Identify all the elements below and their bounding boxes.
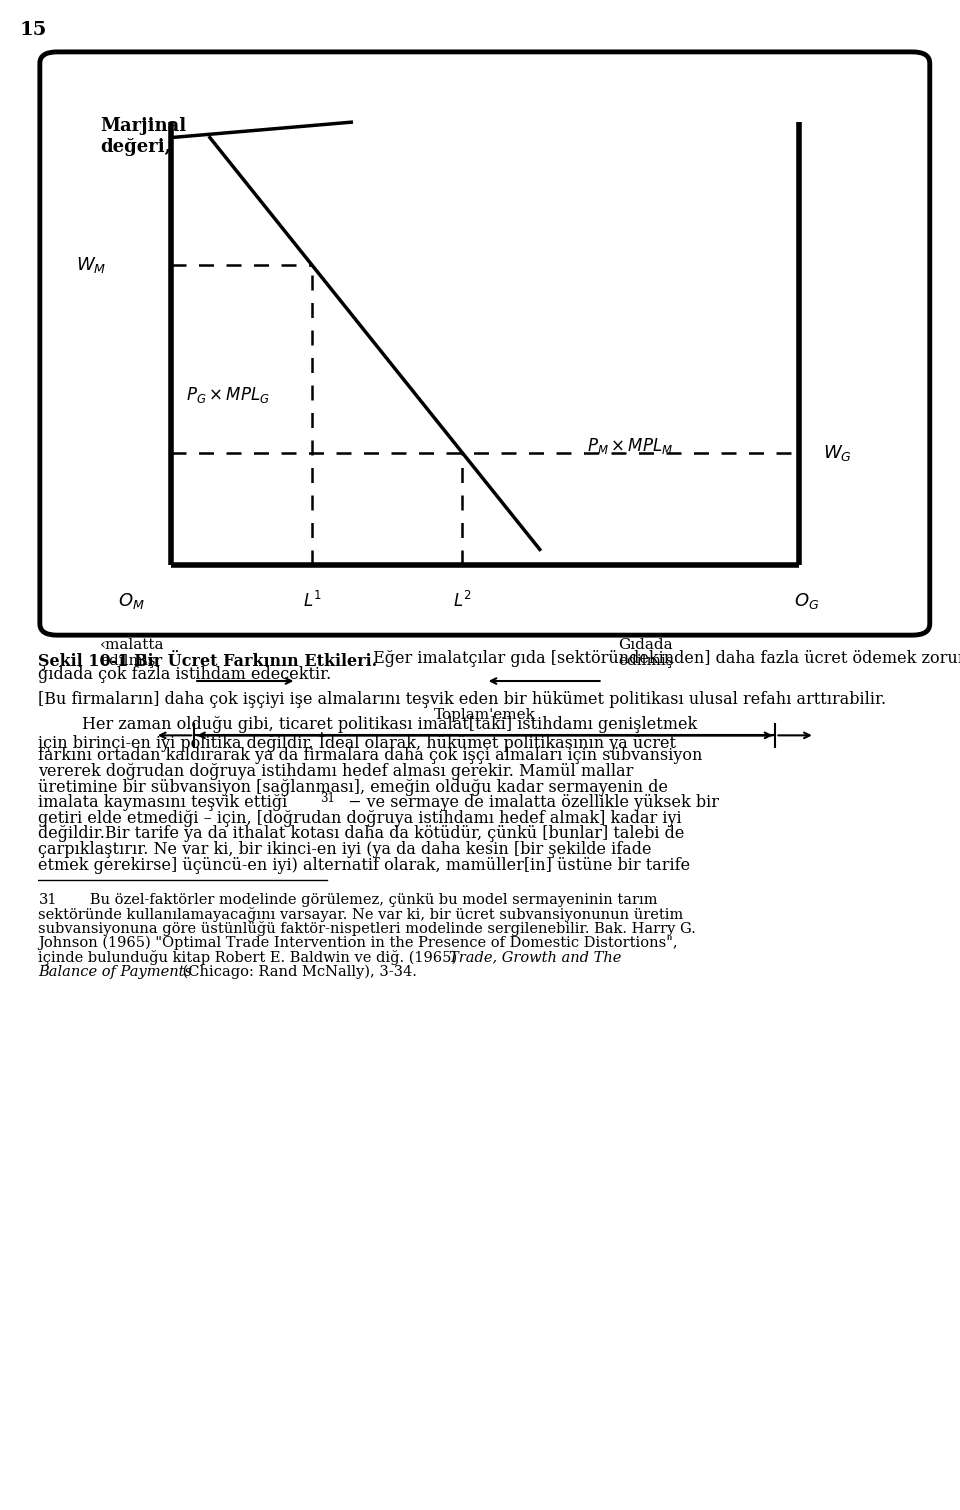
Text: ‹malatta
edilmiş: ‹malatta edilmiş — [100, 639, 164, 669]
Text: Balance of Payments: Balance of Payments — [38, 965, 192, 978]
Text: sektöründe kullanılamayacağını varsayar. Ne var ki, bir ücret subvansiyonunun ür: sektöründe kullanılamayacağını varsayar.… — [38, 908, 684, 923]
Text: subvansiyonuna göre üstünlüğü faktör-nispetleri modelinde sergilenebilir. Bak. H: subvansiyonuna göre üstünlüğü faktör-nis… — [38, 921, 696, 936]
Text: [Bu firmaların] daha çok işçiyi işe almalarını teşvik eden bir hükümet politikas: [Bu firmaların] daha çok işçiyi işe alma… — [38, 692, 886, 708]
Text: gıdada çok fazla istihdam edecektir.: gıdada çok fazla istihdam edecektir. — [38, 666, 331, 683]
Text: $L^1$: $L^1$ — [302, 590, 322, 610]
Text: değildir.Bir tarife ya da ithalat kotası daha da kötüdür, çünkü [bunlar] talebi : değildir.Bir tarife ya da ithalat kotası… — [38, 826, 684, 843]
Text: etmek gerekirse] üçüncü-en iyi) alternatif olarak, mamüller[in] üstüne bir tarif: etmek gerekirse] üçüncü-en iyi) alternat… — [38, 856, 690, 874]
Text: vererek doğrudan doğruya istihdamı hedef alması gerekir. Mamül mallar: vererek doğrudan doğruya istihdamı hedef… — [38, 763, 634, 781]
FancyBboxPatch shape — [39, 51, 930, 636]
Text: 31: 31 — [320, 791, 335, 805]
Text: Johnson (1965) "Optimal Trade Intervention in the Presence of Domestic Distortio: Johnson (1965) "Optimal Trade Interventi… — [38, 936, 678, 950]
Text: içinde bulunduğu kitap Robert E. Baldwin ve diğ. (1965): içinde bulunduğu kitap Robert E. Baldwin… — [38, 950, 462, 965]
Text: $P_M\times MPL_M$: $P_M\times MPL_M$ — [587, 436, 673, 456]
Text: $W_G$: $W_G$ — [823, 442, 852, 462]
Text: farkını ortadan kaldırarak ya da firmalara daha çok işçi almaları için sübvansiy: farkını ortadan kaldırarak ya da firmala… — [38, 747, 703, 764]
Text: imalata kaymasını teşvik ettiği: imalata kaymasını teşvik ettiği — [38, 794, 288, 811]
Text: $O_M$: $O_M$ — [118, 590, 145, 610]
Text: çarpıklaştırır. Ne var ki, bir ikinci-en iyi (ya da daha kesin [bir şekilde ifad: çarpıklaştırır. Ne var ki, bir ikinci-en… — [38, 841, 652, 858]
Text: $P_G\times MPL_G$: $P_G\times MPL_G$ — [186, 385, 271, 405]
Text: $W_M$: $W_M$ — [77, 255, 107, 275]
Text: (Chicago: Rand McNally), 3-34.: (Chicago: Rand McNally), 3-34. — [179, 965, 418, 978]
Text: Şekil 10-1 Bir Ücret Farkının Etkileri.: Şekil 10-1 Bir Ücret Farkının Etkileri. — [38, 651, 377, 670]
Text: 15: 15 — [19, 21, 47, 39]
Text: $O_G$: $O_G$ — [794, 590, 820, 610]
Text: için birinci-en iyi politika değildir. İdeal olarak, hükümet politikasının ya üc: için birinci-en iyi politika değildir. İ… — [38, 732, 677, 752]
Text: üretimine bir sübvansiyon [sağlanması], emeğin olduğu kadar sermayenin de: üretimine bir sübvansiyon [sağlanması], … — [38, 779, 668, 796]
Text: Toplam'emek: Toplam'emek — [434, 708, 536, 722]
Text: Gıdada
edilmiş: Gıdada edilmiş — [618, 639, 674, 669]
Text: 31: 31 — [38, 892, 57, 906]
Text: $L^2$: $L^2$ — [453, 590, 471, 610]
Text: getiri elde etmediği – için, [doğrudan doğruya istihdamı hedef almak] kadar iyi: getiri elde etmediği – için, [doğrudan d… — [38, 809, 682, 827]
Text: Eğer imalatçılar gıda [sektöründekinden] daha fazla ücret ödemek zorundalarsa, e: Eğer imalatçılar gıda [sektöründekinden]… — [368, 651, 960, 667]
Text: Her zaman olduğu gibi, ticaret politikası imalat[taki] istihdamı genişletmek: Her zaman olduğu gibi, ticaret politikas… — [82, 716, 697, 732]
Text: Bu özel-faktörler modelinde görülemez, çünkü bu model sermayeninin tarım: Bu özel-faktörler modelinde görülemez, ç… — [76, 892, 658, 906]
Text: Marjinal
değeri,: Marjinal değeri, — [100, 118, 186, 156]
Text: Trade, Growth and The: Trade, Growth and The — [449, 950, 621, 965]
Text: − ve sermaye de imalatta özellikle yüksek bir: − ve sermaye de imalatta özellikle yükse… — [344, 794, 719, 811]
